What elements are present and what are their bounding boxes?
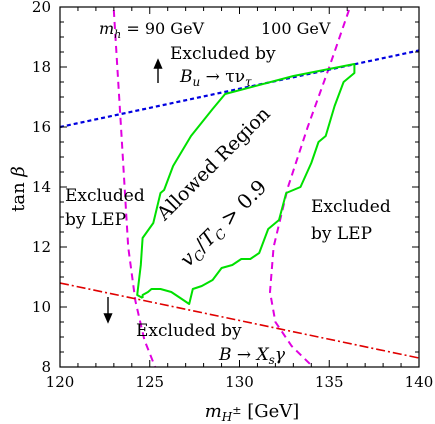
y-tick-label: 8: [41, 358, 51, 376]
y-tick-label: 14: [32, 178, 51, 196]
annotation-excluded-bxs-line1: Excluded by: [136, 321, 242, 341]
annotation-excluded-lep-right-line2: by LEP: [311, 224, 372, 244]
y-tick-label: 12: [32, 238, 51, 256]
x-tick-label: 140: [405, 373, 434, 391]
series-mh100-contour: [268, 9, 350, 367]
x-tick-label: 135: [315, 373, 344, 391]
arrow-up-bu: [153, 58, 163, 83]
y-tick-label: 10: [32, 298, 51, 316]
series-mh90-contour: [112, 9, 157, 367]
y-tick-label: 18: [32, 58, 51, 76]
series-allowed-region: [136, 63, 356, 305]
annotation-mh-100: 100 GeV: [261, 19, 331, 38]
x-tick-label: 125: [135, 373, 164, 391]
x-axis-label: mH± [GeV]: [205, 401, 300, 424]
annotation-excluded-lep-left-line2: by LEP: [65, 210, 126, 230]
arrow-down-bxs: [103, 297, 113, 324]
x-tick-label: 120: [46, 373, 75, 391]
annotation-allowed-region: Allowed Region: [152, 103, 275, 226]
annotation-excluded-bu-line1: Excluded by: [170, 44, 276, 64]
x-tick-label: 130: [225, 373, 254, 391]
series-b-xs-gamma-limit: [60, 282, 419, 359]
series-bu-tau-nu-limit: [60, 49, 419, 129]
annotation-excluded-lep-right-line1: Excluded: [311, 197, 391, 217]
y-tick-label: 20: [32, 0, 51, 16]
y-axis-label: tan β: [8, 166, 29, 212]
annotation-excluded-bu-line2: Bu → τντ: [179, 67, 252, 89]
y-tick-label: 16: [32, 118, 51, 136]
tick-marks: [59, 6, 420, 368]
annotation-excluded-lep-left-line1: Excluded: [65, 186, 145, 206]
annotation-mh-90: mh = 90 GeV: [99, 19, 205, 41]
annotation-excluded-bxs-line2: B → Xsγ: [218, 345, 286, 367]
